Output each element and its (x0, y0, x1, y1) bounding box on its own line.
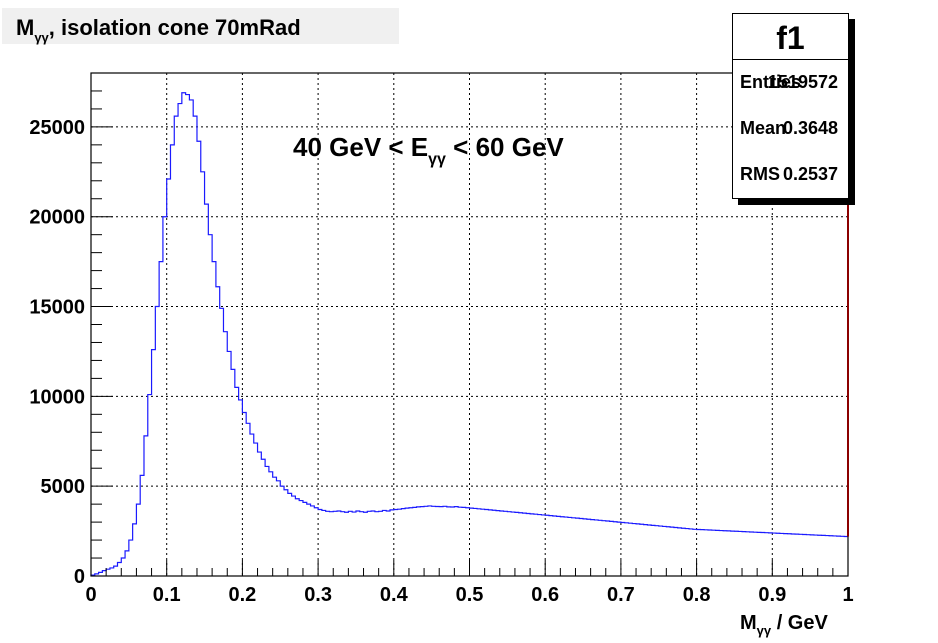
x-tick-label: 0 (85, 584, 96, 606)
axis-ticks (90, 72, 849, 577)
rms-value: 0.2537 (782, 164, 838, 184)
y-tick-label: 10000 (29, 386, 85, 408)
y-tick-label: 5000 (41, 476, 86, 498)
x-tick-label: 0.7 (607, 584, 635, 606)
entries-value: 1519572 (767, 72, 838, 92)
tick-labels: 0 0.1 0.2 0.3 0.4 0.5 0.6 0.7 0.8 0.9 1 0 5000 10000 1… (29, 117, 853, 606)
x-tick-label: 0.6 (531, 584, 559, 606)
stats-rms-row: RMS 0.2537 (733, 152, 848, 198)
grid (91, 73, 848, 576)
stats-entries-row: Entries 1519572 (733, 60, 848, 106)
stats-mean-row: Mean 0.3648 (733, 106, 848, 152)
entries-label: Entries (740, 72, 802, 92)
x-tick-label: 1 (842, 584, 853, 606)
stats-box: f1 Entries 1519572 Mean 0.3648 RMS 0.253… (732, 13, 849, 199)
y-tick-label: 20000 (29, 207, 85, 229)
x-tick-label: 0.8 (683, 584, 711, 606)
y-tick-label: 15000 (29, 297, 85, 319)
rms-label: RMS (740, 164, 780, 184)
x-tick-label: 0.9 (758, 584, 786, 606)
histogram-line (90, 92, 848, 576)
y-tick-label: 25000 (29, 117, 85, 139)
x-tick-label: 0.3 (304, 584, 332, 606)
y-tick-label: 0 (74, 566, 85, 588)
title-box (2, 8, 399, 44)
energy-range-annotation: 40 GeV < Eγγ < 60 GeV (293, 132, 564, 168)
stats-name: f1 (733, 14, 848, 60)
x-tick-label: 0.1 (153, 584, 181, 606)
x-tick-label: 0.5 (456, 584, 484, 606)
histogram-series (90, 92, 848, 576)
mean-label: Mean (740, 118, 787, 138)
x-tick-label: 0.4 (380, 584, 409, 606)
x-axis-title: Mγγ / GeV (740, 612, 828, 638)
mean-value: 0.3648 (782, 118, 838, 138)
x-tick-label: 0.2 (228, 584, 256, 606)
chart-title: Mγγ, isolation cone 70mRad (16, 15, 301, 45)
